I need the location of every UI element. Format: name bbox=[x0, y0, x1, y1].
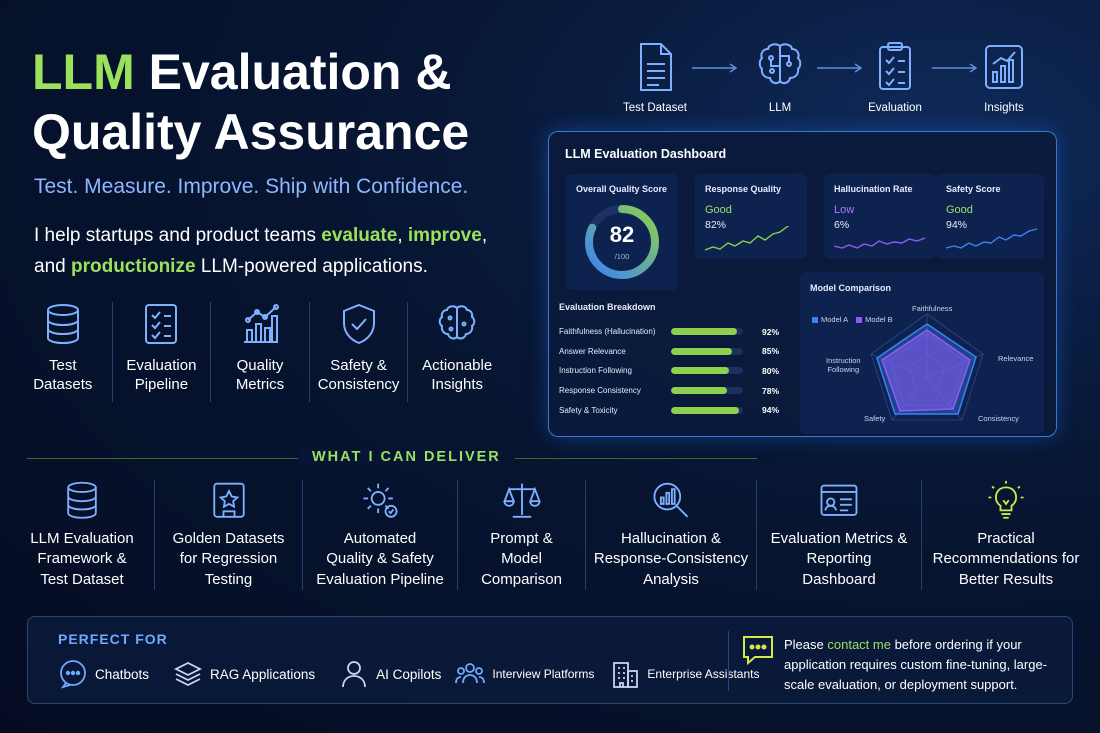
lightbulb-icon bbox=[988, 480, 1024, 519]
database-icon bbox=[46, 304, 79, 345]
hallucination-rate-card: Hallucination Rate Low 6% bbox=[824, 174, 936, 259]
feature-label: Safety & Consistency bbox=[317, 357, 400, 393]
perfect-for-item: Interview Platforms bbox=[455, 659, 594, 689]
flow-step-insights: Insights bbox=[959, 40, 1049, 114]
safety-score-card: Safety Score Good 94% bbox=[936, 174, 1044, 259]
overall-score-max: /100 bbox=[614, 252, 630, 261]
overall-score: 82 bbox=[609, 222, 635, 247]
evaluation-dashboard: LLM Evaluation Dashboard Overall Quality… bbox=[548, 131, 1057, 437]
perfect-for-item: Chatbots bbox=[58, 659, 149, 689]
dashboard-title: LLM Evaluation Dashboard bbox=[565, 147, 727, 161]
document-icon bbox=[640, 43, 672, 91]
breakdown-row: Faithfulness (Hallucination) 92% bbox=[559, 326, 779, 337]
breakdown-row: Answer Relevance 85% bbox=[559, 346, 779, 357]
perfect-for-item: Enterprise Assistants bbox=[610, 659, 759, 689]
flow-step-evaluation: Evaluation bbox=[850, 40, 940, 114]
radar-legend: Model A Model B bbox=[812, 315, 893, 324]
breakdown-row: Instruction Following 80% bbox=[559, 365, 779, 376]
magnifier-chart-icon bbox=[653, 482, 689, 518]
legend-item: Model A bbox=[812, 315, 848, 324]
feature-quality-metrics: Quality Metrics bbox=[211, 302, 310, 402]
sparkline bbox=[945, 228, 1038, 249]
feature-row: Test Datasets Evaluation Pipeline Qualit… bbox=[14, 302, 506, 402]
perfect-for-title: PERFECT FOR bbox=[58, 631, 168, 647]
deliverable-item: Prompt & Model Comparison bbox=[458, 480, 586, 590]
pipeline-flow: Test Dataset LLM Evaluation Insights bbox=[610, 40, 1060, 120]
overall-score-card: Overall Quality Score 82 /100 bbox=[566, 174, 678, 290]
scales-icon bbox=[502, 483, 541, 518]
radar-axis-label: Faithfulness bbox=[912, 304, 953, 313]
chart-icon bbox=[985, 45, 1023, 89]
database-icon bbox=[67, 481, 97, 519]
perfect-for-list: Chatbots RAG Applications AI Copilots In… bbox=[58, 659, 783, 689]
page-title: LLM Evaluation & Quality Assurance bbox=[32, 44, 470, 160]
bar-chart-icon bbox=[243, 304, 279, 343]
arrow-icon bbox=[932, 63, 978, 73]
feature-label: Evaluation Pipeline bbox=[126, 357, 197, 393]
sparkline bbox=[704, 226, 790, 251]
feature-actionable-insights: Actionable Insights bbox=[408, 302, 506, 402]
deliverable-item: Golden Datasets for Regression Testing bbox=[155, 480, 303, 590]
feature-test-datasets: Test Datasets bbox=[14, 302, 113, 402]
breakdown-bar bbox=[671, 387, 728, 395]
people-icon bbox=[455, 663, 486, 684]
deliverables-row: LLM Evaluation Framework & Test Dataset … bbox=[10, 480, 1090, 590]
layers-icon bbox=[174, 661, 203, 687]
shield-check-icon bbox=[342, 303, 375, 345]
breakdown-row: Safety & Toxicity 94% bbox=[559, 405, 779, 416]
radar-chart bbox=[870, 313, 984, 421]
deliverable-item: Practical Recommendations for Better Res… bbox=[922, 480, 1090, 590]
person-icon bbox=[342, 661, 367, 688]
response-quality-card: Response Quality Good 82% bbox=[695, 174, 807, 259]
evaluation-breakdown: Evaluation Breakdown Faithfulness (Hallu… bbox=[559, 302, 789, 427]
perfect-for-item: RAG Applications bbox=[173, 659, 315, 689]
section-title: WHAT I CAN DELIVER bbox=[298, 449, 515, 465]
gear-icon bbox=[363, 483, 398, 518]
radar-axis-label: Instruction Following bbox=[826, 356, 861, 374]
breakdown-bar bbox=[671, 347, 733, 355]
feature-safety-consistency: Safety & Consistency bbox=[310, 302, 409, 402]
divider bbox=[728, 631, 729, 691]
feature-label: Actionable Insights bbox=[422, 357, 493, 393]
clipboard-check-icon bbox=[879, 42, 911, 90]
deliverable-item: Evaluation Metrics & Reporting Dashboard bbox=[757, 480, 922, 590]
feature-label: Quality Metrics bbox=[235, 357, 285, 393]
deliverable-item: Automated Quality & Safety Evaluation Pi… bbox=[303, 480, 458, 590]
message-icon bbox=[743, 636, 773, 666]
radar-axis-label: Safety bbox=[864, 414, 886, 423]
contact-note: Please contact me before ordering if you… bbox=[784, 637, 1048, 692]
checklist-icon bbox=[145, 304, 178, 344]
arrow-icon bbox=[692, 63, 738, 73]
building-icon bbox=[613, 662, 639, 688]
score-gauge bbox=[585, 205, 659, 279]
radar-axis-label: Relevance bbox=[998, 354, 1034, 363]
brain-circuit-icon bbox=[758, 43, 802, 85]
radar-axis-label: Consistency bbox=[978, 414, 1019, 423]
legend-item: Model B bbox=[856, 315, 893, 324]
intro-text: I help startups and product teams evalua… bbox=[34, 225, 488, 277]
report-icon bbox=[820, 484, 858, 516]
flow-step-llm: LLM bbox=[735, 40, 825, 114]
brain-icon bbox=[438, 305, 476, 340]
feature-label: Test Datasets bbox=[33, 357, 93, 393]
model-comparison-card: Model Comparison Model A Model B Faithfu… bbox=[800, 272, 1044, 434]
breakdown-bar bbox=[671, 367, 729, 375]
deliverable-item: LLM Evaluation Framework & Test Dataset bbox=[10, 480, 155, 590]
tagline: Test. Measure. Improve. Ship with Confid… bbox=[34, 175, 469, 198]
breakdown-row: Response Consistency 78% bbox=[559, 385, 779, 396]
feature-evaluation-pipeline: Evaluation Pipeline bbox=[113, 302, 212, 402]
star-doc-icon bbox=[212, 482, 245, 518]
contact-link[interactable]: contact me bbox=[827, 637, 891, 652]
arrow-icon bbox=[817, 63, 863, 73]
breakdown-bar bbox=[671, 406, 739, 414]
flow-step-test-dataset: Test Dataset bbox=[610, 40, 700, 114]
deliverable-item: Hallucination & Response-Consistency Ana… bbox=[586, 480, 757, 590]
chat-icon bbox=[60, 660, 86, 689]
perfect-for-item: AI Copilots bbox=[339, 659, 441, 689]
sparkline bbox=[833, 237, 926, 249]
perfect-for-panel: PERFECT FOR Chatbots RAG Applications AI… bbox=[27, 616, 1073, 704]
breakdown-bar bbox=[671, 328, 738, 336]
